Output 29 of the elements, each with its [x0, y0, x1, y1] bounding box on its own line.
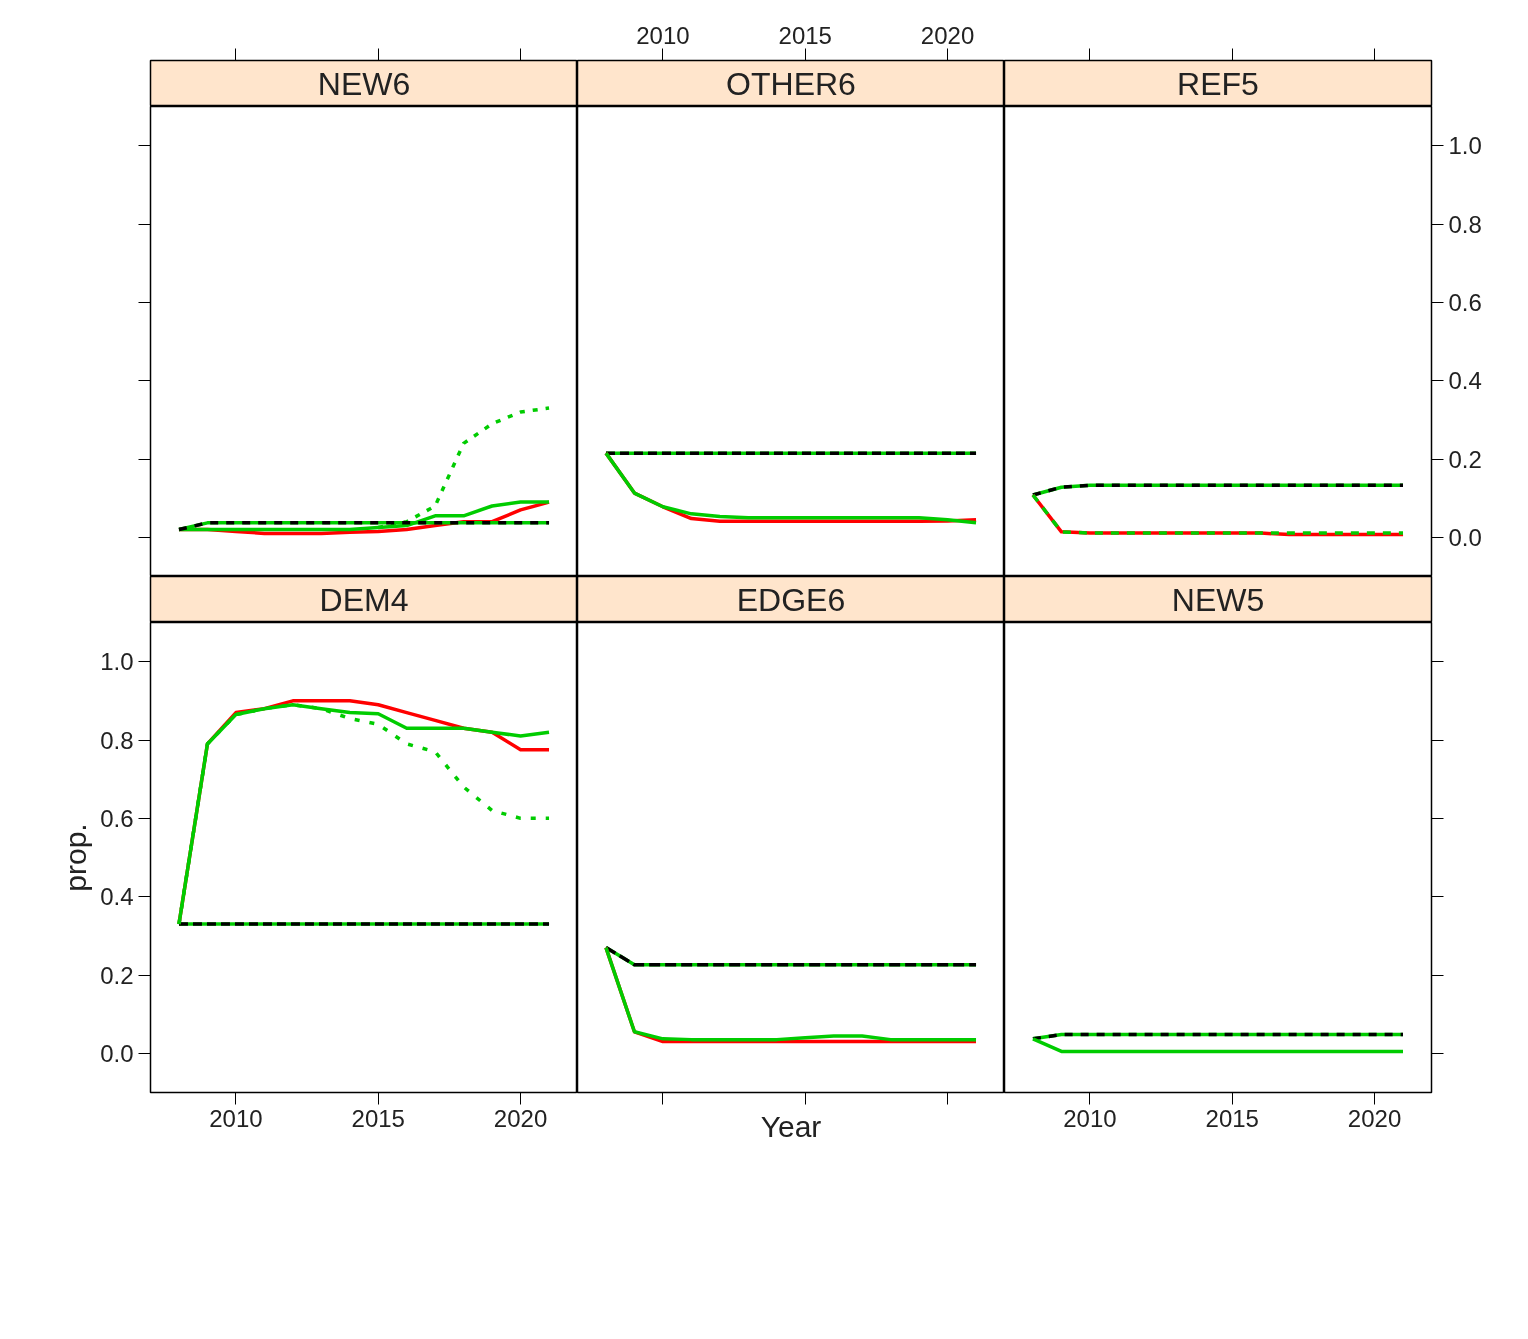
y-axis-title: prop.: [59, 823, 93, 892]
chart-title: EDGE6: [736, 581, 846, 618]
chart-title: DEM4: [319, 581, 409, 618]
y-tick-label: 0.6: [100, 804, 134, 832]
y-tick-label: 0.6: [1448, 288, 1482, 316]
y-tick-label: 0.8: [100, 726, 134, 754]
y-tick-label: 0.2: [1448, 445, 1482, 473]
x-axis-title: Year: [760, 1109, 822, 1143]
x-tick-label: 2015: [1205, 1104, 1259, 1132]
y-tick-label: 0.4: [1448, 367, 1482, 395]
y-tick-label: 1.0: [100, 648, 134, 676]
x-tick-label: 2020: [493, 1104, 548, 1132]
chart-title: NEW5: [1171, 581, 1265, 618]
chart-title: NEW6: [317, 65, 411, 102]
y-tick-label: 0.8: [1448, 210, 1482, 238]
x-tick-label: 2010: [209, 1104, 263, 1132]
y-tick-label: 0.2: [100, 961, 134, 989]
x-tick-label: 2010: [1063, 1104, 1117, 1132]
y-tick-label: 1.0: [1448, 132, 1482, 160]
y-tick-label: 0.4: [100, 883, 134, 911]
x-tick-label: 2015: [351, 1104, 405, 1132]
chart-title: REF5: [1177, 65, 1259, 102]
y-tick-label: 0.0: [1448, 523, 1482, 551]
y-tick-label: 0.0: [100, 1039, 134, 1067]
x-tick-label: 2020: [1347, 1104, 1402, 1132]
x-tick-label: 2015: [778, 21, 832, 49]
chart-title: OTHER6: [726, 65, 856, 102]
x-tick-label: 2020: [920, 21, 975, 49]
x-tick-label: 2010: [636, 21, 690, 49]
